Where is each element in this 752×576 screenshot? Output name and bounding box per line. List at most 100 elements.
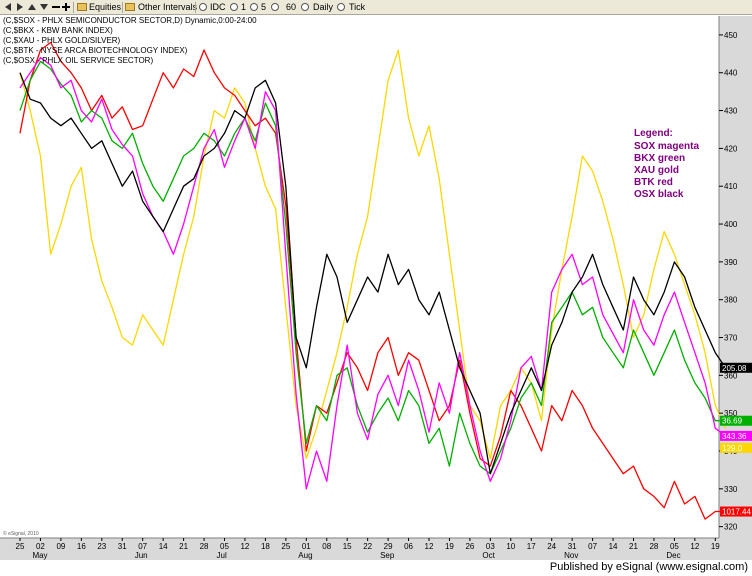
y-tick-label: 380 <box>724 296 738 305</box>
legend-entry-xau: XAU gold <box>634 165 679 176</box>
y-tick-label: 420 <box>724 144 738 153</box>
series-line-xau <box>19 49 727 460</box>
equities-menu[interactable]: Equities <box>89 2 122 12</box>
x-tick-label: 22 <box>363 542 372 551</box>
y-tick-label: 370 <box>724 334 738 343</box>
toolbar-divider <box>195 2 196 13</box>
price-tag-sox <box>720 430 752 441</box>
x-tick-label: 28 <box>200 542 209 551</box>
x-tick-label: 28 <box>649 542 658 551</box>
price-tag-label-bkx: 36.69 <box>722 417 743 426</box>
price-tag-label-sox: 343.36 <box>722 432 747 441</box>
x-tick-label: 05 <box>220 542 229 551</box>
legend-entry-btk: BTK red <box>634 177 673 188</box>
toolbar-divider <box>122 2 123 13</box>
x-month-label: Nov <box>564 551 578 560</box>
price-tag-xau <box>720 442 752 453</box>
legend-title: Legend: <box>634 128 673 139</box>
bottom-axis-panel <box>0 538 752 560</box>
x-tick-label: 07 <box>138 542 147 551</box>
idc-radio[interactable] <box>199 3 207 11</box>
series-line-bkx <box>19 60 726 475</box>
toolbar-divider <box>73 2 74 13</box>
x-tick-label: 12 <box>240 542 249 551</box>
interval-60-radio[interactable] <box>271 3 279 11</box>
header-line-sox: (C,$SOX - PHLX SEMICONDUCTOR SECTOR,D) D… <box>3 16 257 25</box>
x-tick-label: 21 <box>179 542 188 551</box>
y-tick-label: 390 <box>724 258 738 267</box>
header-line-btk: (C,$BTK - NYSE ARCA BIOTECHNOLOGY INDEX) <box>3 46 188 55</box>
interval-1-radio[interactable] <box>230 3 238 11</box>
legend-entry-osx: OSX black <box>634 189 684 200</box>
arrow-right-icon[interactable] <box>15 2 25 12</box>
y-tick-label: 350 <box>724 409 738 418</box>
x-tick-label: 03 <box>486 542 495 551</box>
x-tick-label: 12 <box>425 542 434 551</box>
x-tick-label: 05 <box>670 542 679 551</box>
x-tick-label: 26 <box>465 542 474 551</box>
price-tag-bkx <box>720 415 752 426</box>
x-tick-label: 31 <box>118 542 127 551</box>
series-lines <box>19 41 727 520</box>
y-tick-label: 410 <box>724 182 738 191</box>
tick-label[interactable]: Tick <box>349 2 366 12</box>
legend-entry-bkx: BKX green <box>634 153 685 164</box>
x-tick-label: 31 <box>568 542 577 551</box>
other-intervals-menu[interactable]: Other Intervals <box>138 2 198 12</box>
x-tick-label: 29 <box>384 542 393 551</box>
x-month-label: Jul <box>217 551 227 560</box>
x-tick-label: 10 <box>506 542 515 551</box>
arrow-up-icon[interactable] <box>27 2 37 12</box>
x-tick-label: 08 <box>322 542 331 551</box>
x-tick-label: 02 <box>36 542 45 551</box>
interval-5-label[interactable]: 5 <box>261 2 267 12</box>
footer-credit: Published by eSignal (www.esignal.com) <box>549 561 748 573</box>
x-month-label: May <box>32 551 47 560</box>
y-tick-label: 330 <box>724 485 738 494</box>
idc-label[interactable]: IDC <box>210 2 226 12</box>
x-axis: 25 02 09 16 23 31 07 14 21 28 05 12 18 25 01 08 15 22 29 06… <box>16 538 720 560</box>
x-tick-label: 25 <box>281 542 290 551</box>
arrow-down-icon[interactable] <box>39 2 49 12</box>
interval-5-radio[interactable] <box>250 3 258 11</box>
y-tick-label: 400 <box>724 220 738 229</box>
legend: Legend: SOX magenta BKX green XAU gold B… <box>634 128 699 200</box>
other-intervals-folder-icon[interactable] <box>125 3 135 11</box>
x-tick-label: 19 <box>445 542 454 551</box>
x-tick-label: 24 <box>547 542 556 551</box>
x-tick-label: 14 <box>159 542 168 551</box>
y-tick-label: 360 <box>724 371 738 380</box>
x-tick-label: 23 <box>97 542 106 551</box>
interval-1-label[interactable]: 1 <box>241 2 247 12</box>
tick-radio[interactable] <box>337 3 345 11</box>
right-axis-panel <box>719 16 752 560</box>
x-tick-label: 09 <box>56 542 65 551</box>
daily-label[interactable]: Daily <box>313 2 334 12</box>
arrow-left-icon[interactable] <box>3 2 13 12</box>
y-tick-label: 430 <box>724 107 738 116</box>
y-tick-label: 450 <box>724 31 738 40</box>
header-line-osx: (C,$OSX - PHLX OIL SERVICE SECTOR) <box>3 56 153 65</box>
footer: Published by eSignal (www.esignal.com) <box>0 560 752 576</box>
zoom-out-icon[interactable] <box>51 2 61 12</box>
x-month-label: Aug <box>298 551 312 560</box>
interval-60-label[interactable]: 60 <box>286 2 297 12</box>
zoom-in-icon[interactable] <box>61 2 71 12</box>
price-tag-btk <box>720 506 752 517</box>
x-month-label: Jun <box>135 551 148 560</box>
price-tag-label-osx: 205.08 <box>722 364 747 373</box>
daily-radio[interactable] <box>301 3 309 11</box>
price-tag-osx <box>720 362 752 373</box>
x-tick-label: 21 <box>629 542 638 551</box>
x-tick-label: 12 <box>690 542 699 551</box>
equities-folder-icon[interactable] <box>77 3 87 11</box>
x-tick-label: 17 <box>527 542 536 551</box>
series-line-osx <box>19 72 727 475</box>
chart-header: (C,$SOX - PHLX SEMICONDUCTOR SECTOR,D) D… <box>3 16 257 65</box>
plot-background <box>0 16 719 538</box>
x-tick-label: 01 <box>302 542 311 551</box>
x-month-label: Oct <box>482 551 495 560</box>
series-line-sox <box>19 56 726 490</box>
x-tick-label: 16 <box>77 542 86 551</box>
x-tick-label: 06 <box>404 542 413 551</box>
